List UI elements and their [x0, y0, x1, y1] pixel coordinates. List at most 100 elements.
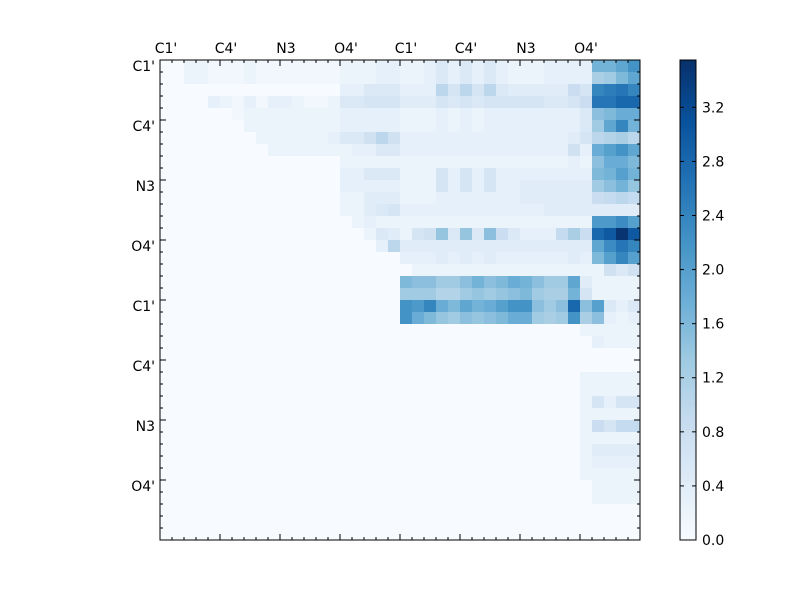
heatmap-cell [568, 252, 581, 265]
heatmap-cell [592, 144, 605, 157]
heatmap-cell [268, 372, 281, 385]
heatmap-cell [532, 432, 545, 445]
heatmap-cell [172, 132, 185, 145]
heatmap-cell [448, 432, 461, 445]
heatmap-cell [400, 360, 413, 373]
heatmap-cell [604, 372, 617, 385]
heatmap-cell [304, 528, 317, 541]
heatmap-cell [352, 420, 365, 433]
heatmap-cell [376, 156, 389, 169]
heatmap-cell [388, 348, 401, 361]
heatmap-cell [196, 492, 209, 505]
heatmap-cell [352, 372, 365, 385]
heatmap-cell [520, 216, 533, 229]
heatmap-cell [592, 132, 605, 145]
heatmap-cell [316, 96, 329, 109]
heatmap-cell [292, 336, 305, 349]
heatmap-cell [244, 432, 257, 445]
heatmap-cell [160, 264, 173, 277]
heatmap-cell [460, 120, 473, 133]
heatmap-cell [436, 492, 449, 505]
heatmap-cell [604, 468, 617, 481]
heatmap-cell [184, 132, 197, 145]
heatmap-cell [628, 60, 641, 73]
heatmap-cell [340, 444, 353, 457]
heatmap-cell [352, 192, 365, 205]
heatmap-cell [484, 192, 497, 205]
heatmap-cell [472, 144, 485, 157]
heatmap-cell [304, 204, 317, 217]
heatmap-cell [460, 204, 473, 217]
heatmap-cell [184, 288, 197, 301]
heatmap-cell [376, 192, 389, 205]
heatmap-cell [628, 72, 641, 85]
heatmap-cell [448, 336, 461, 349]
heatmap-cell [592, 96, 605, 109]
heatmap-cell [160, 252, 173, 265]
heatmap-cell [352, 144, 365, 157]
heatmap-cell [364, 372, 377, 385]
heatmap-cell [496, 384, 509, 397]
heatmap-cell [484, 60, 497, 73]
heatmap-cell [208, 204, 221, 217]
heatmap-cell [256, 108, 269, 121]
heatmap-cell [592, 288, 605, 301]
heatmap-cell [268, 72, 281, 85]
heatmap-cell [208, 60, 221, 73]
heatmap-cell [592, 528, 605, 541]
heatmap-cell [328, 324, 341, 337]
heatmap-cell [628, 516, 641, 529]
heatmap-cell [484, 264, 497, 277]
heatmap-cell [172, 168, 185, 181]
heatmap-cell [496, 204, 509, 217]
heatmap-cell [460, 432, 473, 445]
heatmap-cell [280, 336, 293, 349]
heatmap-cell [232, 504, 245, 517]
heatmap-cell [448, 120, 461, 133]
heatmap-cell [472, 216, 485, 229]
heatmap-cell [316, 252, 329, 265]
heatmap-cell [184, 144, 197, 157]
heatmap-cell [388, 168, 401, 181]
heatmap-cell [616, 180, 629, 193]
heatmap-cell [412, 480, 425, 493]
heatmap-cell [436, 276, 449, 289]
heatmap-cell [184, 300, 197, 313]
heatmap-cell [340, 84, 353, 97]
heatmap-cell [508, 384, 521, 397]
heatmap-cell [508, 72, 521, 85]
heatmap-cell [256, 396, 269, 409]
heatmap-cell [448, 396, 461, 409]
heatmap-cell [220, 60, 233, 73]
heatmap-cell [412, 192, 425, 205]
heatmap-cell [232, 468, 245, 481]
heatmap-cell [616, 480, 629, 493]
colorbar-tick-label: 1.6 [702, 317, 724, 333]
heatmap-cell [244, 72, 257, 85]
heatmap-cell [508, 204, 521, 217]
heatmap-cell [364, 132, 377, 145]
heatmap-cell [544, 156, 557, 169]
heatmap-cell [472, 240, 485, 253]
heatmap-cell [448, 264, 461, 277]
heatmap-cell [352, 492, 365, 505]
heatmap-cell [604, 420, 617, 433]
heatmap-cell [196, 480, 209, 493]
heatmap-cell [412, 120, 425, 133]
heatmap-cell [184, 264, 197, 277]
heatmap-cell [292, 168, 305, 181]
heatmap-cell [268, 468, 281, 481]
heatmap-cell [208, 528, 221, 541]
heatmap-cell [340, 96, 353, 109]
heatmap-cell [160, 384, 173, 397]
heatmap-cell [268, 84, 281, 97]
heatmap-cell [496, 180, 509, 193]
heatmap-cell [532, 468, 545, 481]
heatmap-cell [256, 204, 269, 217]
heatmap-cell [172, 492, 185, 505]
heatmap-cell [196, 360, 209, 373]
heatmap-cell [484, 216, 497, 229]
heatmap-cell [388, 504, 401, 517]
heatmap-cell [436, 144, 449, 157]
heatmap-cell [196, 468, 209, 481]
